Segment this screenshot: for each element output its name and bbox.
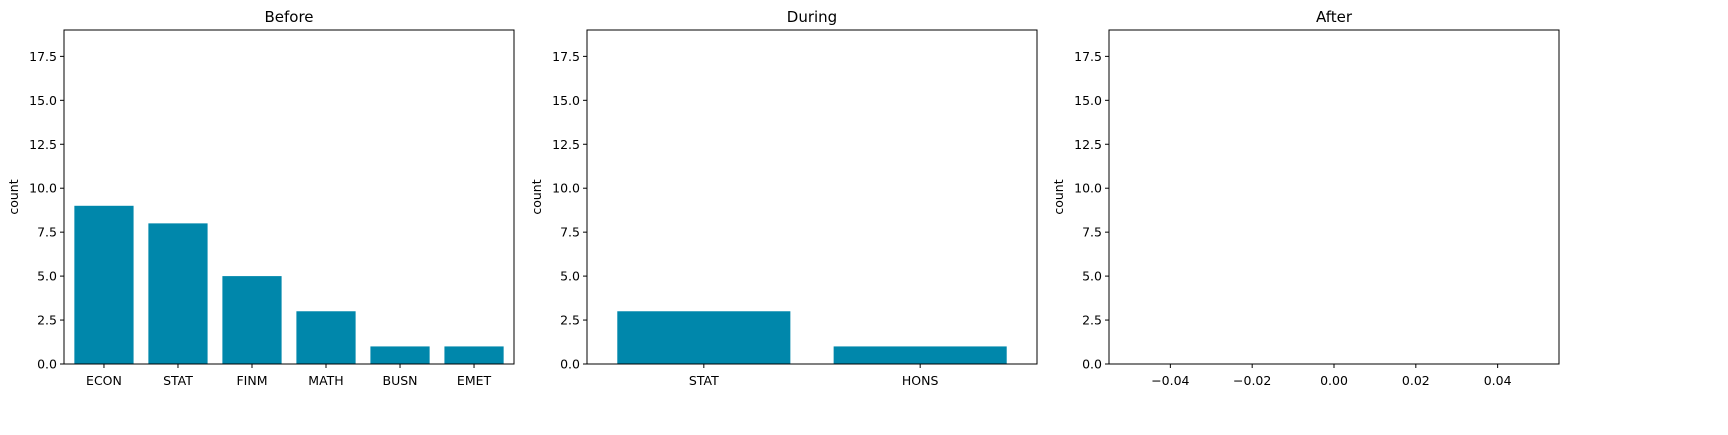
- x-tick-label: HONS: [902, 373, 939, 388]
- y-tick-label: 12.5: [1074, 137, 1102, 152]
- y-tick-label: 17.5: [29, 49, 57, 64]
- x-tick-label: STAT: [163, 373, 193, 388]
- y-tick-label: 2.5: [560, 313, 580, 328]
- y-tick-label: 12.5: [29, 137, 57, 152]
- bar-hons: [833, 346, 1007, 364]
- chart-panel-during: During count STAT HONS 0.0 2.5 5.0 7.5 10.0 12.…: [529, 8, 1038, 388]
- x-tick-label: −0.04: [1151, 373, 1189, 388]
- chart-panel-before: Before count ECON STAT FINM MATH BUSN EMET 0.0…: [6, 8, 515, 388]
- x-tick-label: 0.04: [1484, 373, 1512, 388]
- y-tick-label: 10.0: [552, 181, 580, 196]
- bar-busn: [370, 346, 430, 364]
- y-tick-label: 0.0: [560, 357, 580, 372]
- y-tick-label: 0.0: [1082, 357, 1102, 372]
- y-axis-label: count: [6, 179, 21, 214]
- y-tick-label: 5.0: [1082, 269, 1102, 284]
- y-tick-label: 10.0: [29, 181, 57, 196]
- axes-frame: [1108, 29, 1560, 365]
- chart-title: After: [1316, 8, 1353, 26]
- bar-stat: [617, 311, 791, 364]
- y-axis-label: count: [1051, 179, 1066, 214]
- x-tick-label: ECON: [86, 373, 122, 388]
- y-tick-label: 5.0: [560, 269, 580, 284]
- y-tick-label: 2.5: [37, 313, 57, 328]
- chart-title: During: [787, 8, 837, 26]
- x-tick-label: 0.00: [1320, 373, 1348, 388]
- y-tick-label: 15.0: [1074, 93, 1102, 108]
- x-tick-label: MATH: [308, 373, 343, 388]
- y-tick-label: 7.5: [560, 225, 580, 240]
- x-tick-label: STAT: [689, 373, 719, 388]
- axes-frame: [63, 29, 515, 365]
- y-tick-label: 7.5: [37, 225, 57, 240]
- bar-math: [296, 311, 356, 364]
- axes-frame: [586, 29, 1038, 365]
- bar-finm: [222, 276, 282, 364]
- bar-emet: [444, 346, 504, 364]
- y-tick-label: 12.5: [552, 137, 580, 152]
- y-tick-label: 17.5: [552, 49, 580, 64]
- chart-panel-after: After count −0.04 −0.02 0.00 0.02 0.04 0.0 2.5…: [1051, 8, 1560, 388]
- x-tick-label: FINM: [236, 373, 267, 388]
- y-tick-label: 10.0: [1074, 181, 1102, 196]
- x-tick-label: EMET: [457, 373, 492, 388]
- x-tick-label: 0.02: [1402, 373, 1430, 388]
- y-tick-label: 2.5: [1082, 313, 1102, 328]
- bar-stat: [148, 223, 208, 364]
- y-tick-label: 0.0: [37, 357, 57, 372]
- x-tick-label: BUSN: [383, 373, 418, 388]
- y-tick-label: 7.5: [1082, 225, 1102, 240]
- y-tick-label: 17.5: [1074, 49, 1102, 64]
- y-tick-label: 5.0: [37, 269, 57, 284]
- chart-title: Before: [264, 8, 313, 26]
- y-tick-label: 15.0: [552, 93, 580, 108]
- bar-econ: [74, 205, 134, 364]
- y-tick-label: 15.0: [29, 93, 57, 108]
- y-axis-label: count: [529, 179, 544, 214]
- x-tick-label: −0.02: [1233, 373, 1271, 388]
